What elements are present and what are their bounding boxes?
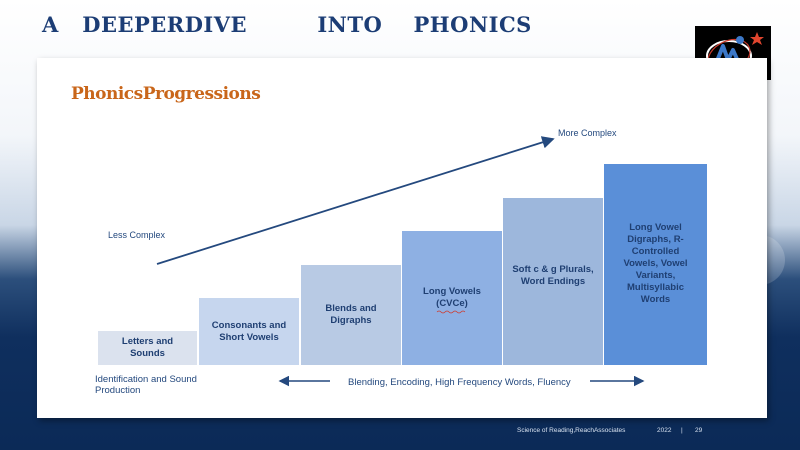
step-label: Blends and Digraphs: [325, 303, 377, 326]
step-label: Letters and Sounds: [121, 336, 174, 359]
more-complex-label: More Complex: [558, 128, 617, 138]
bottom-left-label: Identification and Sound Production: [95, 374, 197, 396]
footer-year: 2022: [657, 427, 672, 434]
step-letters-and-sounds: Letters and Sounds: [98, 331, 197, 365]
footer-page-number: 29: [695, 427, 703, 434]
step-blends-digraphs: Blends and Digraphs: [301, 265, 401, 365]
step-consonants-short-vowels: Consonants and Short Vowels: [199, 298, 299, 365]
less-complex-label: Less Complex: [108, 230, 166, 240]
complexity-arrow: [156, 136, 555, 265]
step-long-vowels: Long Vowels (CVCe): [402, 231, 502, 365]
panel-title: PhonicsProgressions: [71, 84, 261, 104]
step-label: Long Vowel Digraphs, R-Controlled Vowels…: [623, 222, 688, 305]
slide-title: A DEEPERDIVE INTO PHONICS: [42, 12, 532, 37]
step-soft-c-g-plurals: Soft c & g Plurals, Word Endings: [503, 198, 603, 365]
step-long-vowel-digraphs: Long Vowel Digraphs, R-Controlled Vowels…: [604, 164, 707, 365]
step-label: Soft c & g Plurals, Word Endings: [512, 264, 594, 287]
step-label: Long Vowels (CVCe): [423, 286, 481, 309]
step-label: Consonants and Short Vowels: [211, 319, 287, 343]
footer-separator: |: [681, 427, 683, 434]
bottom-center-label: Blending, Encoding, High Frequency Words…: [348, 377, 571, 388]
footer-source: Science of Reading,ReachAssociates: [517, 427, 626, 434]
spellcheck-underline: [436, 310, 466, 314]
